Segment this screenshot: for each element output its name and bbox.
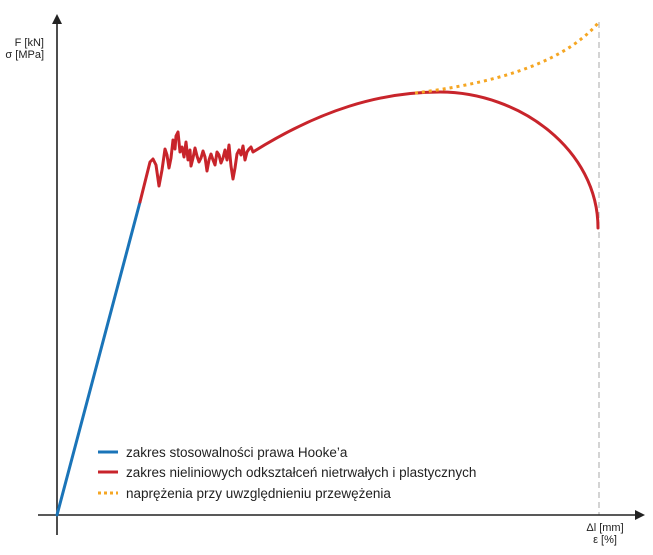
legend-label-hooke: zakres stosowalności prawa Hooke’a: [126, 445, 348, 460]
legend-label-true-stress: naprężenia przy uwzględnieniu przewężeni…: [126, 486, 391, 501]
plastic-curve: [138, 90, 600, 230]
hooke-linear-segment: [55, 200, 142, 517]
y-axis-label-stress: σ [MPa]: [5, 49, 44, 61]
y-axis-label-force: F [kN]: [15, 37, 44, 49]
true-stress-curve: [414, 21, 601, 95]
x-axis-label-strain: ε [%]: [593, 534, 617, 546]
legend: zakres stosowalności prawa Hooke’a zakre…: [98, 445, 476, 501]
x-axis-label-elongation: Δl [mm]: [586, 522, 623, 534]
legend-label-plastic: zakres nieliniowych odkształceń nietrwał…: [126, 465, 476, 480]
